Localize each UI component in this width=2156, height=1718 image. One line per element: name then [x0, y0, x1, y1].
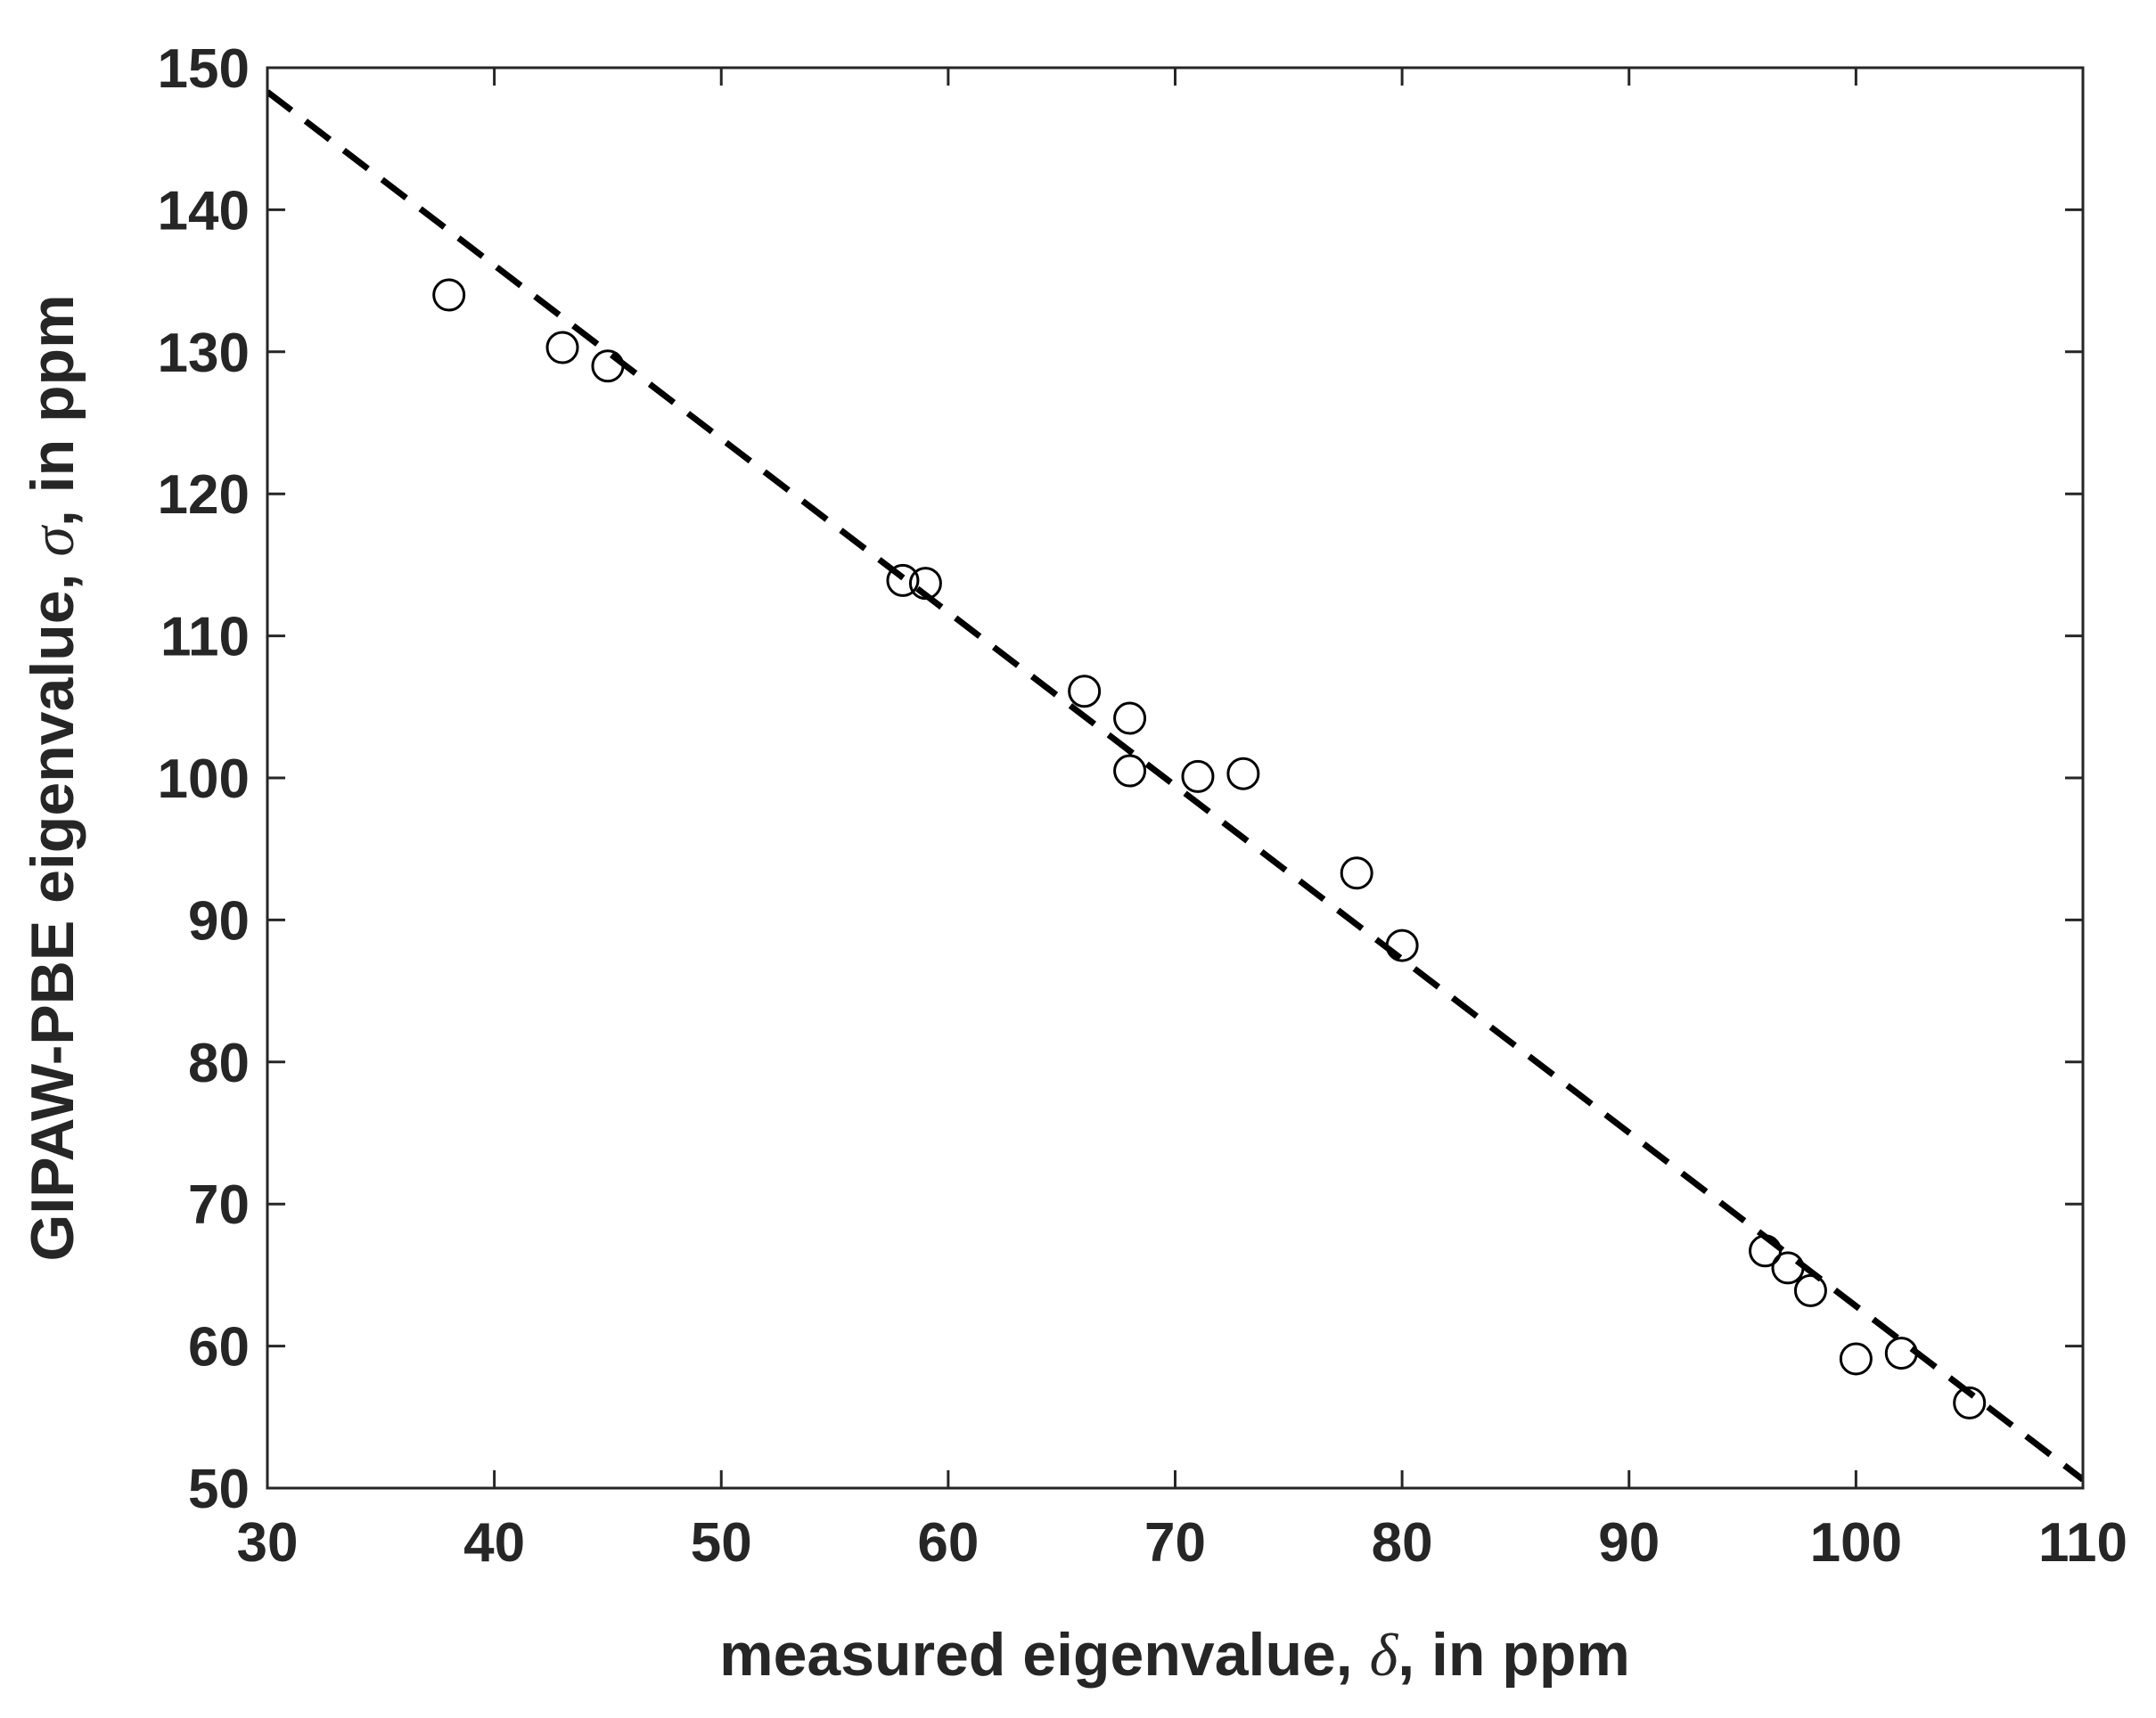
data-point-8 [1113, 754, 1147, 788]
y-tick-label-60: 60 [188, 1317, 250, 1378]
data-point-13 [1749, 1234, 1783, 1268]
data-point-2 [545, 331, 579, 364]
data-point-16 [1839, 1342, 1873, 1376]
y-tick-label-70: 70 [188, 1174, 250, 1236]
x-tick-label-30: 30 [237, 1512, 299, 1574]
data-point-7 [1113, 701, 1147, 735]
y-axis-title: GIPAW-PBE eigenvalue, σ, in ppm [19, 294, 86, 1261]
x-tick-label-70: 70 [1144, 1512, 1206, 1574]
data-point-18 [1953, 1386, 1987, 1419]
x-tick-label-100: 100 [1810, 1512, 1902, 1574]
axes-layer [266, 66, 2085, 1490]
y-tick-label-50: 50 [188, 1459, 250, 1520]
y-tick-label-150: 150 [158, 38, 250, 100]
x-axis-title: measured eigenvalue, δ, in ppm [719, 1621, 1630, 1689]
data-point-10 [1226, 757, 1260, 790]
x-tick-label-50: 50 [691, 1512, 752, 1574]
x-tick-label-60: 60 [917, 1512, 979, 1574]
data-point-12 [1385, 929, 1419, 962]
x-tick-label-80: 80 [1372, 1512, 1433, 1574]
data-point-9 [1181, 759, 1215, 793]
x-tick-label-40: 40 [463, 1512, 525, 1574]
tick-labels-layer: 30 40 50 60 70 80 90 100 110 50 60 70 80 90 100 110 120 1… [158, 38, 2127, 1574]
data-point-5 [908, 567, 942, 601]
y-tick-label-100: 100 [158, 749, 250, 810]
data-points-layer [432, 278, 1987, 1419]
data-point-11 [1340, 856, 1373, 890]
y-tick-label-110: 110 [160, 607, 250, 668]
data-point-17 [1884, 1337, 1918, 1370]
y-tick-label-140: 140 [158, 180, 250, 241]
y-tick-label-130: 130 [158, 323, 250, 384]
data-point-1 [432, 278, 466, 312]
data-point-4 [886, 563, 920, 597]
data-point-3 [591, 349, 625, 383]
data-point-6 [1068, 675, 1102, 708]
data-point-14 [1771, 1251, 1805, 1285]
y-tick-label-120: 120 [158, 464, 250, 526]
y-tick-label-80: 80 [188, 1033, 250, 1094]
data-point-15 [1793, 1273, 1827, 1307]
x-tick-label-110: 110 [2038, 1512, 2127, 1574]
y-tick-label-90: 90 [188, 890, 250, 952]
x-tick-label-90: 90 [1598, 1512, 1660, 1574]
